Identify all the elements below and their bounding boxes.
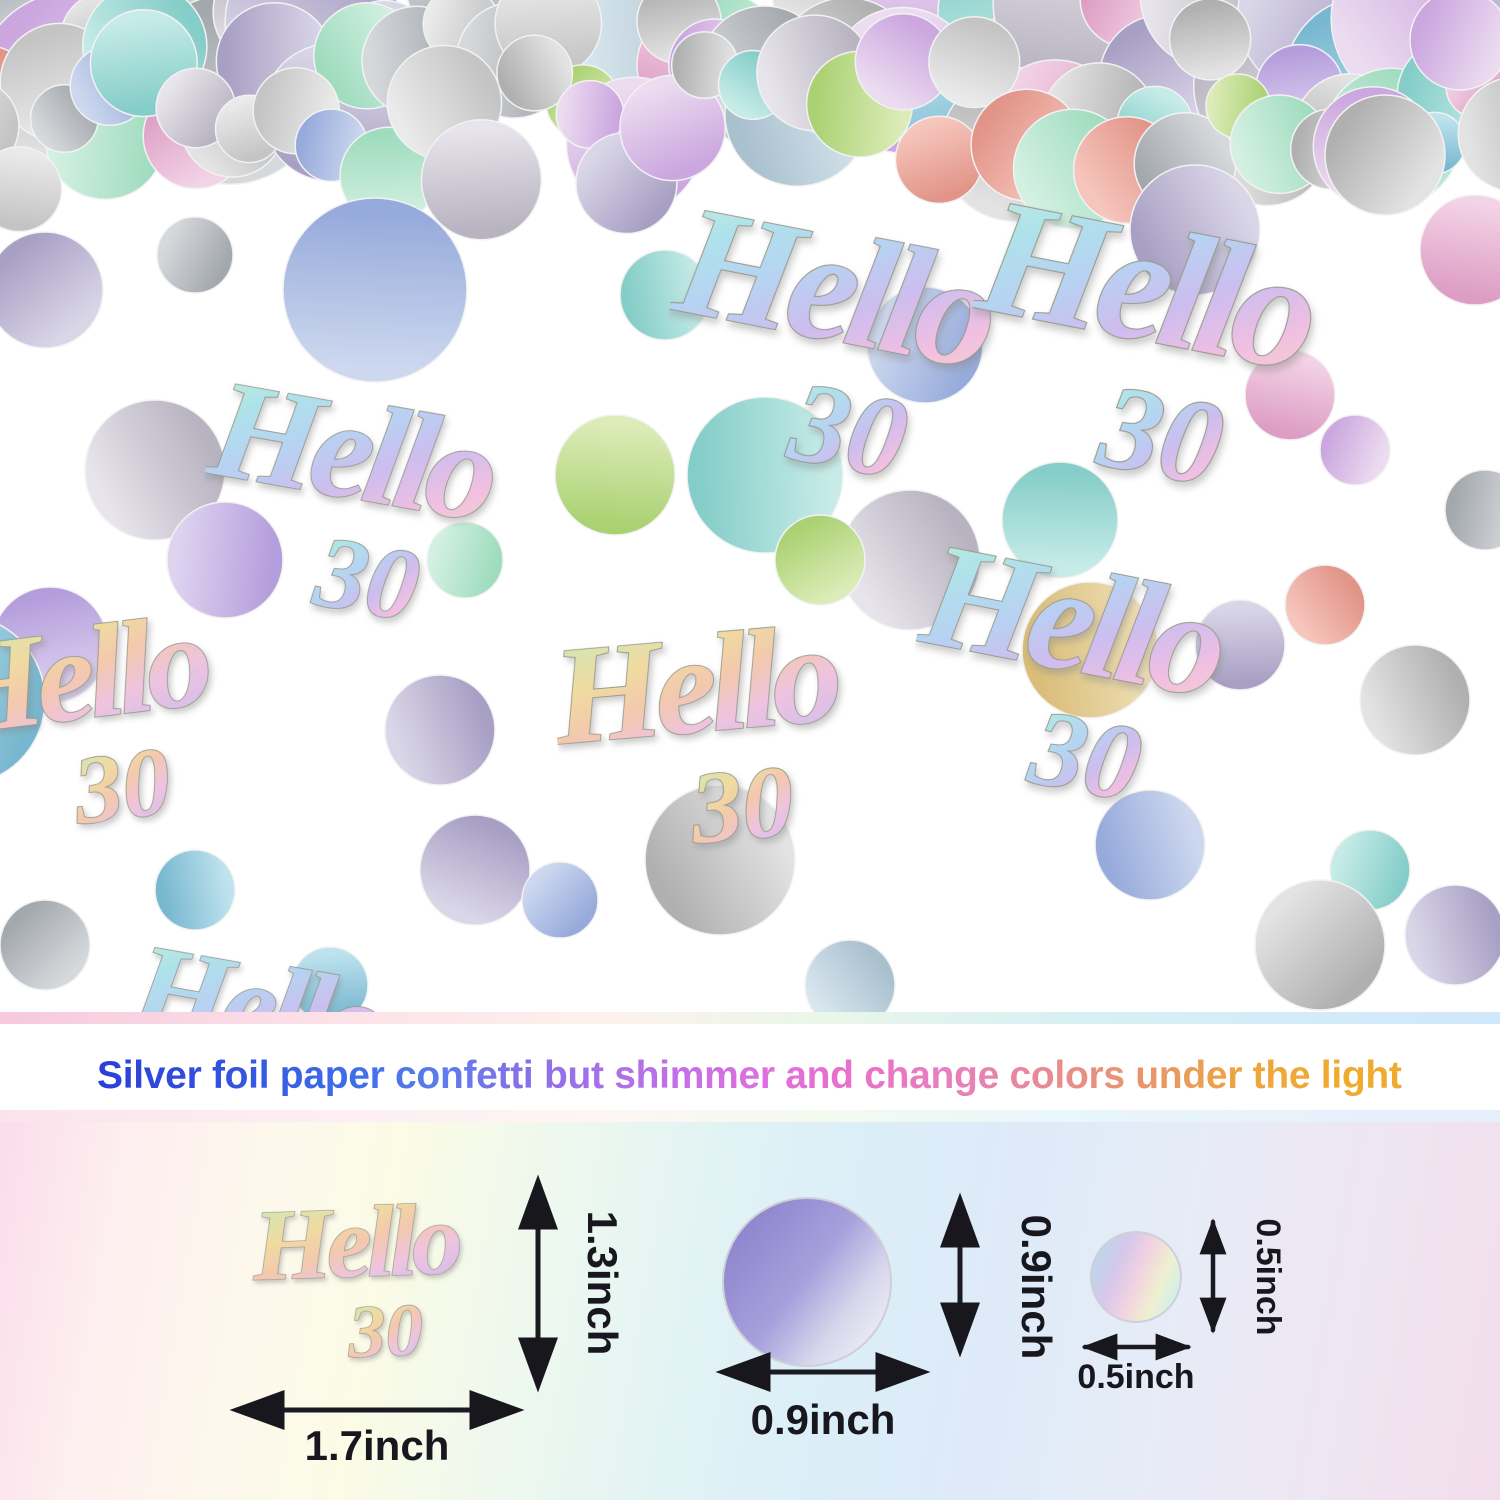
svg-text:0.5inch: 0.5inch bbox=[1249, 1218, 1287, 1335]
svg-text:0.9inch: 0.9inch bbox=[751, 1396, 896, 1443]
svg-text:0.9inch: 0.9inch bbox=[1013, 1215, 1060, 1360]
svg-text:0.5inch: 0.5inch bbox=[1077, 1358, 1194, 1396]
svg-text:1.7inch: 1.7inch bbox=[305, 1422, 450, 1469]
svg-text:1.3inch: 1.3inch bbox=[579, 1211, 626, 1356]
